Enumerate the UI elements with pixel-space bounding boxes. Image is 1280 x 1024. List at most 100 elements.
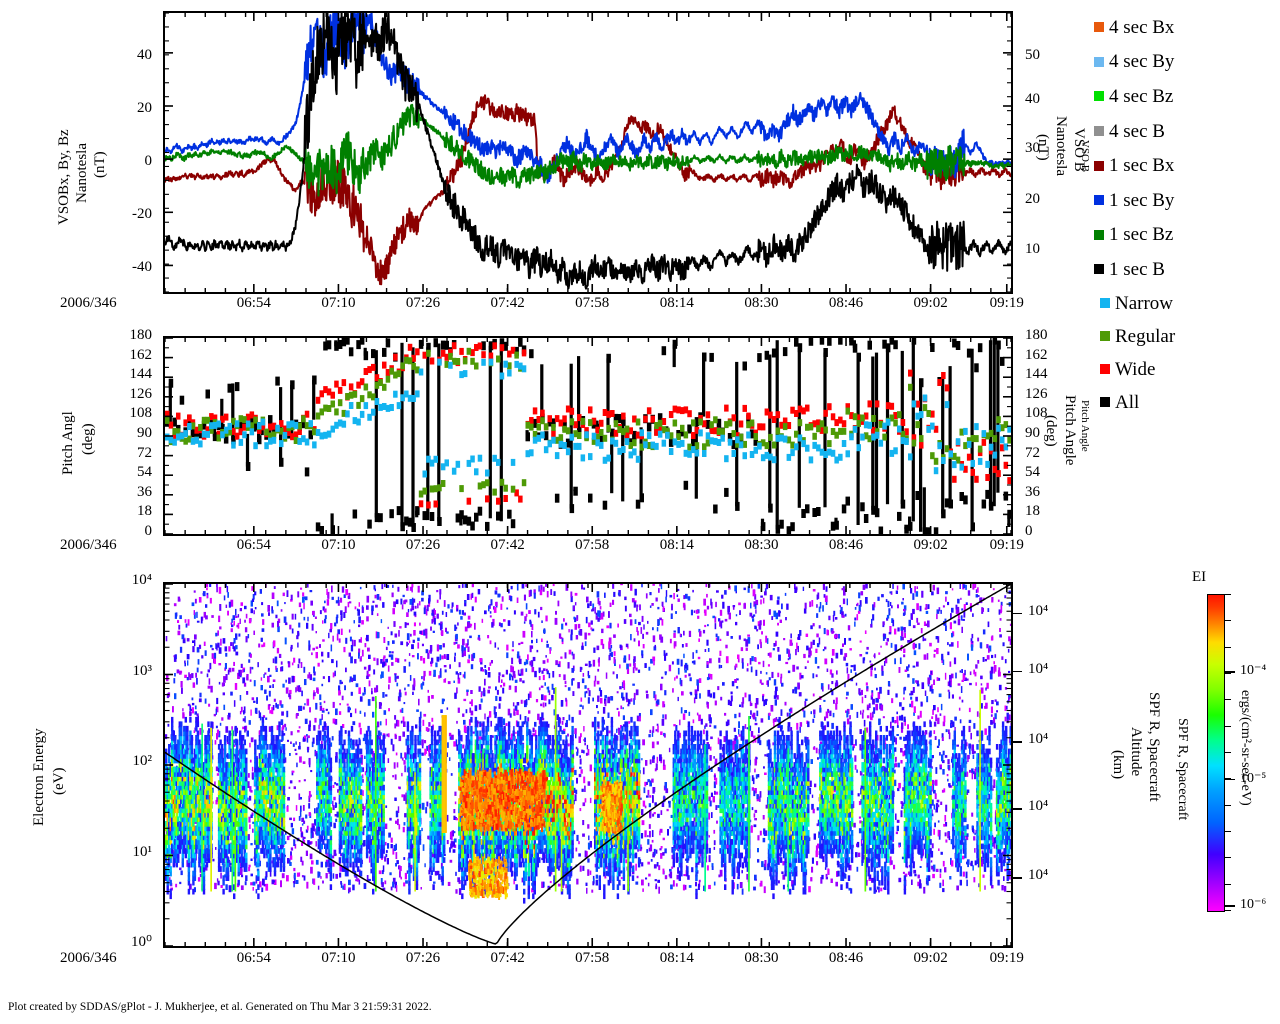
legend-item[interactable]: 4 sec Bx [1094,10,1274,45]
legend-item-label: Regular [1115,325,1176,347]
pitch-step-regular [437,484,442,492]
pitch-step-narrow [348,402,354,409]
pitch-step-regular [209,426,214,434]
pitch-step-all [841,504,847,514]
pitch-step-narrow [168,436,174,444]
pitch-step-wide [933,425,939,433]
pitch-connector-all [437,343,441,522]
energy-tick-label: 10² [132,753,153,769]
pitch-step-wide [908,369,913,377]
legend-item-label: 4 sec By [1109,51,1175,73]
pitch-step-narrow [944,401,950,409]
pitch-step-narrow [668,448,674,455]
pitch-step-narrow [404,390,409,398]
pitch-step-all [470,521,475,531]
pitch-step-all [249,414,255,424]
legend-item[interactable]: 4 sec Bz [1094,79,1274,114]
pitch-step-wide [356,381,361,389]
pitch-step-regular [359,395,365,403]
pitch-step-all [893,340,898,350]
pitch-step-wide [812,420,817,428]
pitch-step-wide [551,430,556,438]
pitch-step-all [716,418,722,428]
pitch-step-regular [348,391,354,399]
legend-item[interactable]: Narrow [1094,287,1274,320]
pitch-tick-label-right: 90 [1025,425,1040,441]
pitch-step-narrow [760,454,766,462]
pitch-step-regular [595,433,600,441]
pitch-step-narrow [337,419,343,427]
pitch-connector-all [797,347,801,508]
panel1-ylabel-right-line3: (nT) [1035,134,1051,161]
magnetic-field-plot [165,13,1011,292]
pitch-step-wide [738,420,744,428]
pitch-step-wide [466,497,472,505]
pitch-step-regular [687,443,692,451]
pitch-step-narrow [617,447,622,455]
pitch-step-wide [323,386,328,394]
pitch-step-narrow [639,429,644,437]
pitch-step-narrow [672,438,678,446]
pitch-step-all [713,504,718,514]
pitch-connector-all [1003,496,1007,499]
legend-item[interactable]: 4 sec B [1094,114,1274,149]
panel2-date-label: 2006/346 [60,537,117,553]
legend-item[interactable]: Wide [1094,353,1274,386]
pitch-step-regular [485,479,490,487]
legend-item[interactable]: 1 sec Bx [1094,148,1274,183]
pitch-step-regular [356,401,361,409]
pitch-step-narrow [183,430,188,438]
legend-item[interactable]: 4 sec By [1094,45,1274,80]
pitch-step-wide [760,423,766,431]
legend-item-label: Narrow [1115,292,1174,314]
legend-group-label-pitch-angle: Pitch Angle [1079,400,1091,452]
pitch-step-all [234,382,240,392]
pitch-step-wide [588,406,593,414]
pitch-step-all [816,507,821,516]
pitch-step-narrow [716,439,722,446]
pitch-step-wide [440,349,446,357]
pitch-step-all [878,526,884,534]
pitch-step-wide [591,417,597,425]
pitch-step-all [885,343,891,353]
pitch-step-narrow [874,431,880,439]
pitch-connector-all [908,516,912,527]
pitch-step-wide [646,407,652,415]
pitch-step-all [852,343,858,353]
legend-item[interactable]: 1 sec B [1094,252,1274,287]
pitch-tick-label-left: 54 [137,464,152,481]
pitch-step-wide [242,423,247,431]
pitch-step-narrow [680,439,685,447]
pitch-step-wide [485,495,490,503]
pitch-step-all [860,502,865,512]
pitch-step-regular [433,485,438,493]
pitch-step-wide [481,351,486,359]
pitch-step-wide [510,346,516,354]
pitch-step-regular [315,412,321,420]
pitch-step-wide [827,403,832,411]
pitch-step-narrow [540,431,545,439]
pitch-step-regular [503,484,508,492]
pitch-step-narrow [794,443,799,451]
legend-group-label-vso-b: VSO B [1079,140,1091,173]
pitch-step-regular [668,432,674,440]
pitch-step-regular [418,490,424,498]
colorbar-tick-mark [1224,804,1231,806]
pitch-step-wide [941,372,946,379]
pitch-step-wide [823,409,828,417]
pitch-step-wide [911,434,917,442]
pitch-step-regular [554,436,560,444]
legend-item[interactable]: Regular [1094,320,1274,353]
pitch-step-narrow [444,459,449,467]
pitch-step-narrow [558,440,564,448]
panel3-ylabel-left-line1: Electron Energy [31,728,47,826]
pitch-step-regular [676,433,681,441]
legend-item[interactable]: 1 sec By [1094,183,1274,218]
legend-item[interactable]: All [1094,386,1274,419]
pitch-step-narrow [223,426,229,434]
pitch-step-narrow [573,442,578,450]
legend-item[interactable]: 1 sec Bz [1094,218,1274,253]
pitch-step-narrow [352,417,358,425]
pitch-step-regular [735,440,740,448]
pitch-tick-label-right: 126 [1025,385,1048,402]
